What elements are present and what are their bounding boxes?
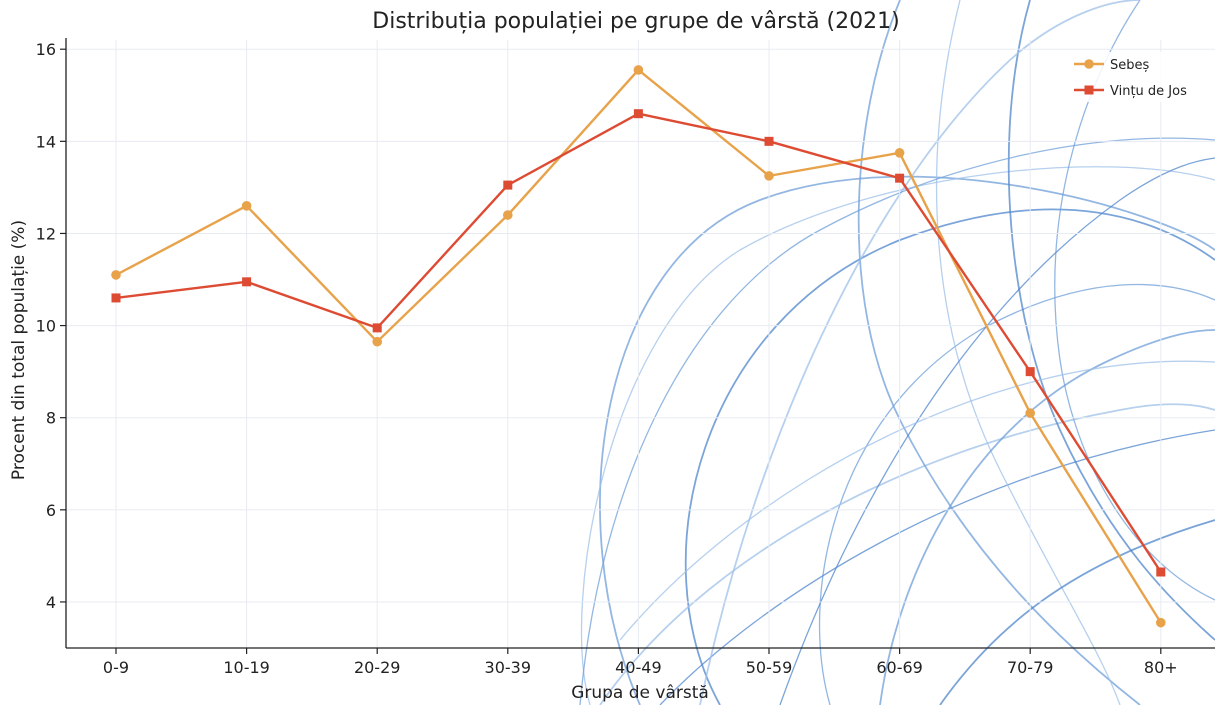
data-point <box>895 173 905 183</box>
y-tick-label: 8 <box>46 409 56 428</box>
chart-title: Distribuția populației pe grupe de vârst… <box>372 9 899 34</box>
data-point <box>764 136 774 146</box>
data-point <box>372 336 383 347</box>
data-point <box>241 201 252 211</box>
data-point <box>894 148 905 158</box>
series-layer <box>111 65 1166 628</box>
y-tick-label: 14 <box>36 132 56 151</box>
swirl-stroke <box>779 157 1215 706</box>
swirl-stroke <box>879 329 1215 706</box>
swirl-stroke <box>699 0 1141 706</box>
series-2 <box>111 109 1166 577</box>
swirl-stroke <box>599 403 1215 706</box>
x-tick-label: 80+ <box>1144 658 1178 677</box>
swirl-stroke <box>599 175 1215 706</box>
x-axis-title: Grupa de vârstă <box>571 683 709 703</box>
x-tick-label: 0-9 <box>103 658 129 677</box>
y-tick-label: 6 <box>46 501 56 520</box>
data-point <box>1156 567 1166 577</box>
data-point <box>633 109 643 119</box>
data-point <box>242 277 252 287</box>
swirl-stroke <box>818 283 1215 706</box>
x-tick-label: 50-59 <box>746 658 793 677</box>
swirl-stroke <box>581 166 1215 706</box>
legend-marker <box>1084 85 1094 95</box>
x-tick-label: 70-79 <box>1007 658 1054 677</box>
x-tick-label: 30-39 <box>485 658 532 677</box>
x-tick-label: 20-29 <box>354 658 401 677</box>
x-tick-label: 60-69 <box>876 658 923 677</box>
swirl-stroke <box>939 519 1215 706</box>
swirl-stroke <box>935 0 1121 706</box>
swirl-stroke <box>619 360 1215 641</box>
data-point <box>111 293 121 303</box>
legend-label: Sebeș <box>1110 58 1150 73</box>
data-point <box>111 270 121 280</box>
data-point <box>633 65 644 75</box>
data-point <box>764 171 774 181</box>
legend-marker <box>1084 59 1094 69</box>
data-point <box>1025 367 1035 377</box>
y-tick-label: 12 <box>36 224 56 243</box>
legend: Sebeș Vințu de Jos <box>1066 52 1212 102</box>
grid-lines <box>66 40 1215 648</box>
swirl-stroke <box>659 429 1215 706</box>
y-axis-title: Procent din total populație (%) <box>9 220 29 480</box>
legend-label: Vințu de Jos <box>1110 84 1187 99</box>
y-tick-label: 10 <box>36 317 56 336</box>
series-1 <box>111 65 1166 628</box>
y-tick-label: 16 <box>36 40 56 59</box>
x-tick-label: 40-49 <box>615 658 662 677</box>
data-point <box>1156 617 1166 628</box>
y-tick-label: 4 <box>46 593 56 612</box>
data-point <box>503 210 513 220</box>
background-swirl-decoration <box>579 0 1215 706</box>
swirl-stroke <box>579 137 1215 706</box>
data-point <box>1025 408 1035 418</box>
axes: 4 6 8 10 12 14 16 0-9 10-19 20-29 30-39 40-49 50-59 6… <box>36 38 1215 677</box>
data-point <box>503 180 513 190</box>
data-point <box>372 323 382 333</box>
x-tick-label: 10-19 <box>223 658 270 677</box>
swirl-stroke <box>684 208 1215 706</box>
